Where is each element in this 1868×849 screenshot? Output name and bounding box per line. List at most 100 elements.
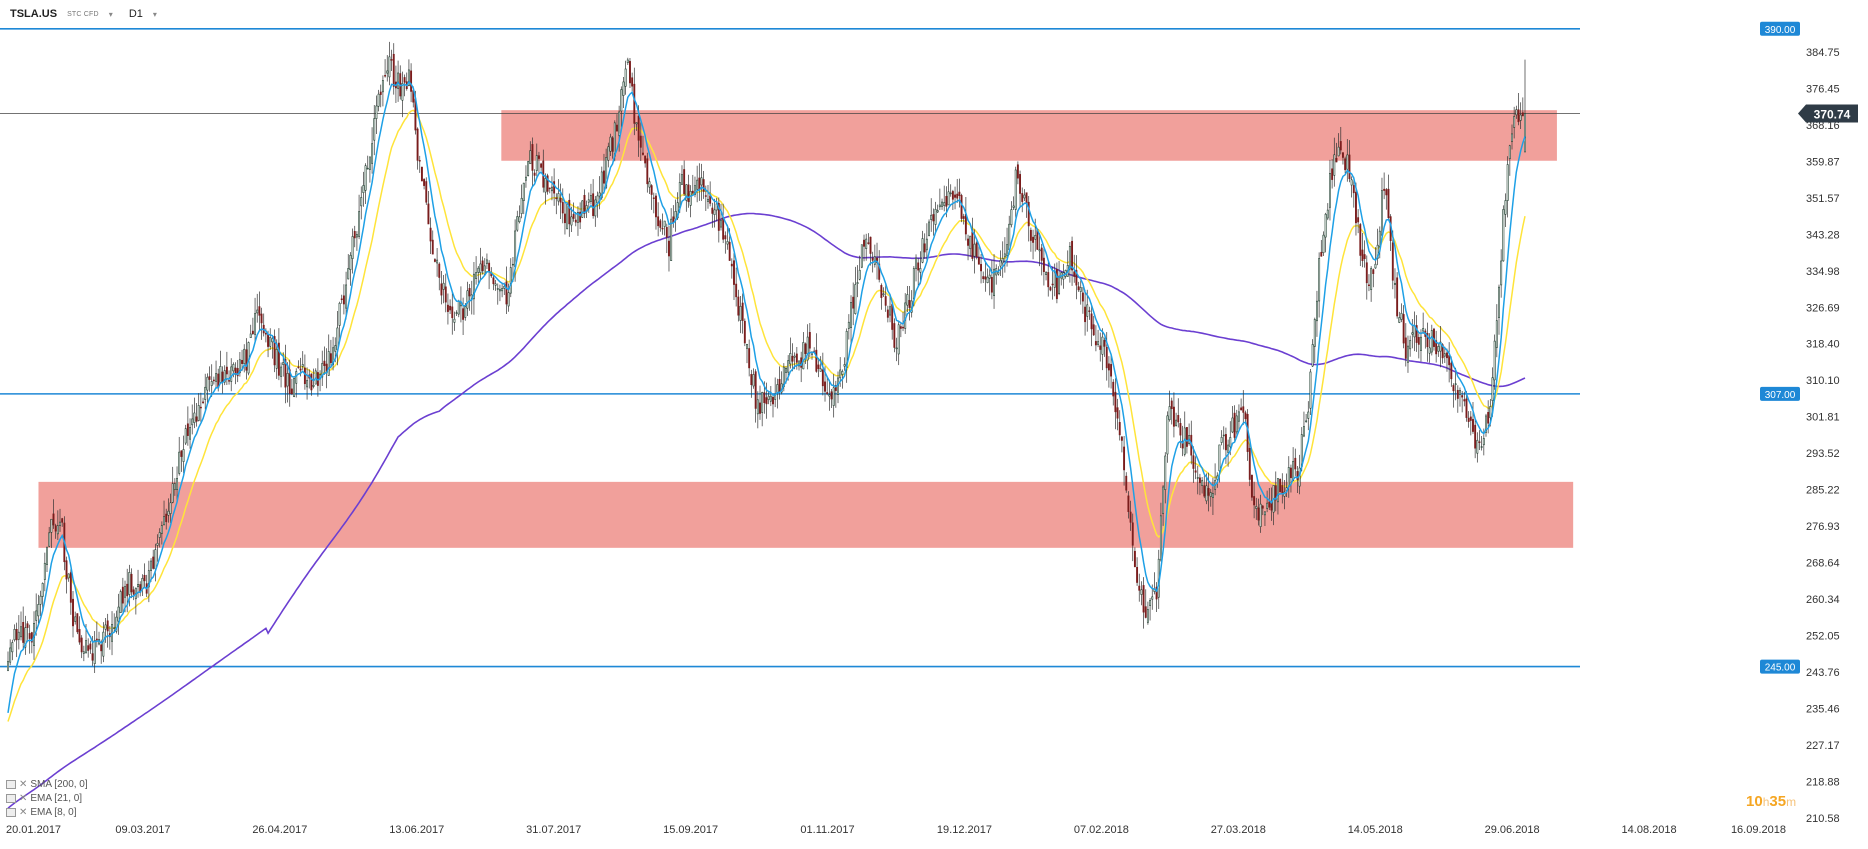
candle-body [349, 254, 352, 270]
candle-body [785, 368, 787, 373]
indicator-legend-ema8[interactable]: ✕ EMA [8, 0] [6, 807, 77, 818]
candle-body [737, 296, 740, 316]
candle-body [631, 77, 634, 87]
candle-body [1058, 275, 1061, 294]
timeframe-selector[interactable]: D1 [128, 8, 143, 20]
candle-body [661, 227, 664, 230]
candle-body [1469, 416, 1472, 421]
candle-body [999, 260, 1002, 267]
candle-body [197, 405, 200, 421]
y-tick-label: 359.87 [1806, 156, 1840, 168]
candle-body [1448, 355, 1451, 366]
candle-body [1166, 415, 1169, 455]
chevron-down-icon[interactable]: ▾ [152, 9, 157, 19]
candle-body [418, 160, 421, 162]
remove-icon[interactable]: ✕ [19, 779, 28, 790]
candle-body [37, 604, 40, 617]
candle-body [410, 70, 413, 92]
candle-body [555, 197, 558, 200]
indicator-legend-ema21[interactable]: ✕ EMA [21, 0] [6, 793, 82, 804]
candle-body [982, 276, 985, 280]
candle-body [639, 135, 642, 148]
candle-body [455, 312, 458, 314]
price-axis[interactable]: 384.75 376.45 368.16 359.87 351.57 343.28 334.… [1806, 47, 1840, 825]
candle-body [373, 118, 376, 141]
candle-body [208, 376, 211, 380]
candle-body [323, 360, 326, 366]
candle-body [1192, 455, 1195, 469]
candle-body [147, 570, 150, 588]
candle-body [381, 80, 384, 93]
remove-icon[interactable]: ✕ [19, 793, 28, 804]
candle-body [609, 136, 612, 152]
time-axis[interactable]: 20.01.2017 09.03.2017 26.04.2017 13.06.2017… [6, 824, 1786, 836]
candle-body [544, 178, 547, 193]
candle-body [78, 629, 81, 643]
candle-body [603, 170, 605, 184]
candle-body [592, 193, 595, 216]
indicator-legend-sma[interactable]: ✕ SMA [200, 0] [6, 779, 88, 790]
candle-body [13, 628, 16, 641]
candle-body [245, 349, 248, 371]
price-zone [501, 110, 1557, 161]
visibility-toggle-icon[interactable] [6, 794, 16, 803]
candle-body [249, 333, 252, 338]
candle-body [518, 216, 521, 223]
candle-body [91, 653, 94, 661]
candle-body [368, 156, 371, 170]
candle-body [132, 589, 135, 595]
candle-body [56, 525, 59, 535]
candle-body [1383, 188, 1386, 191]
candle-body [1027, 201, 1030, 227]
candle-body [353, 231, 356, 239]
candle-body [1524, 113, 1526, 153]
candle-body [600, 171, 603, 198]
candle-body [360, 197, 363, 207]
candle-body [806, 336, 809, 361]
candle-body [121, 586, 124, 604]
candle-body [275, 348, 278, 369]
visibility-toggle-icon[interactable] [6, 780, 16, 789]
chevron-down-icon[interactable]: ▾ [108, 9, 113, 19]
candle-body [1170, 400, 1173, 410]
candle-body [95, 638, 98, 641]
candle-body [511, 263, 514, 266]
horizontal-levels[interactable] [0, 27, 1580, 668]
candle-body [1279, 478, 1282, 492]
candle-body [65, 560, 68, 580]
indicator-label: EMA [8, 0] [30, 807, 77, 818]
candle-body [1194, 470, 1197, 473]
candle-body [425, 181, 428, 203]
candle-body [477, 267, 480, 273]
candle-body [1305, 420, 1308, 423]
candle-body [22, 621, 25, 643]
candle-body [1508, 145, 1511, 159]
candle-body [375, 105, 378, 119]
candle-body [1320, 251, 1323, 257]
candle-body [384, 75, 387, 77]
current-price-label: 370.74 [1814, 108, 1851, 122]
symbol-label[interactable]: TSLA.US [10, 8, 58, 20]
x-tick-label: 09.03.2017 [115, 824, 170, 836]
x-tick-label: 26.04.2017 [252, 824, 307, 836]
candle-body [1498, 286, 1500, 318]
candle-body [180, 450, 183, 457]
candle-body [481, 260, 484, 271]
candle-body [1478, 441, 1481, 443]
candle-body [1162, 486, 1165, 514]
candle-body [69, 572, 72, 603]
candle-body [709, 195, 712, 204]
candle-body [971, 229, 974, 259]
candle-body [629, 61, 631, 84]
visibility-toggle-icon[interactable] [6, 808, 16, 817]
candle-body [59, 521, 61, 526]
candle-body [303, 367, 306, 385]
candle-body [35, 610, 38, 621]
candle-body [817, 364, 820, 369]
candle-body [312, 384, 315, 387]
candle-body [1346, 154, 1349, 170]
candle-body [824, 381, 826, 392]
remove-icon[interactable]: ✕ [19, 807, 28, 818]
